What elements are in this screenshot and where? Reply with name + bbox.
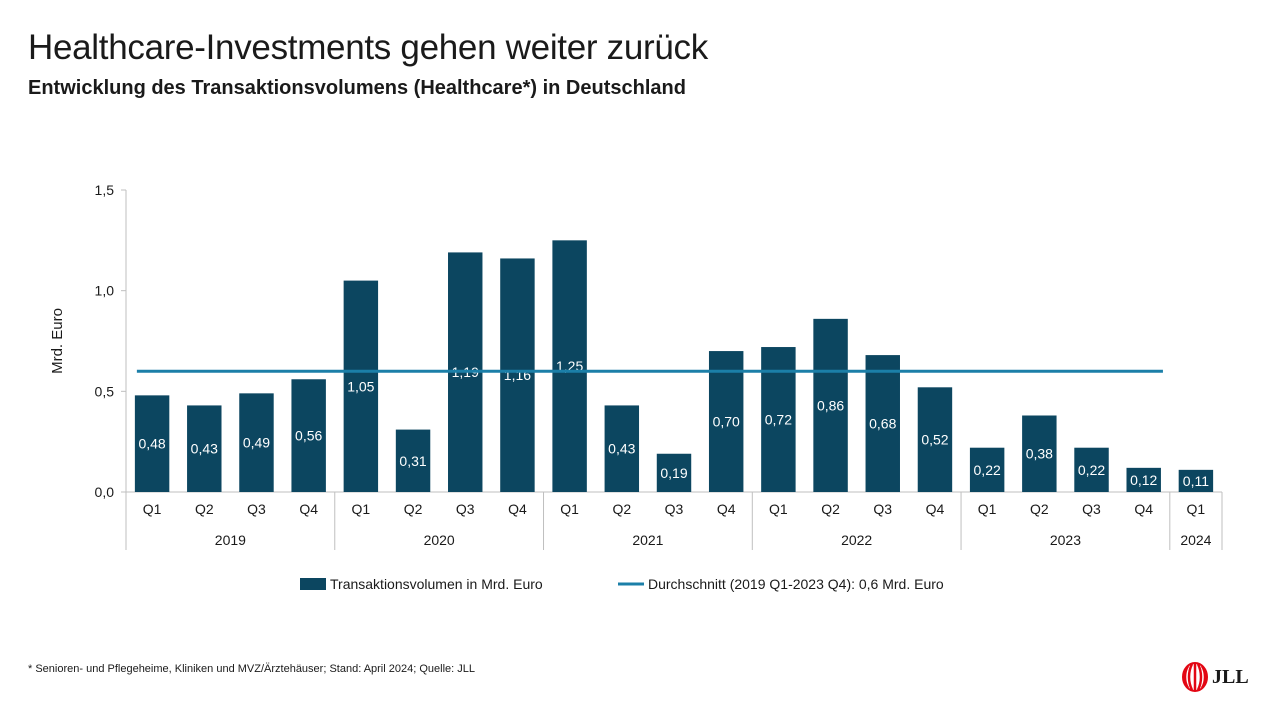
footnote: * Senioren- und Pflegeheime, Kliniken un… — [28, 663, 475, 675]
y-tick-label: 0,5 — [95, 383, 115, 399]
bar-value-label: 0,43 — [608, 441, 635, 457]
bar-value-label: 0,86 — [817, 397, 844, 413]
bar — [1178, 469, 1214, 492]
x-year-label: 2020 — [424, 532, 455, 548]
x-quarter-label: Q3 — [456, 501, 475, 517]
bar — [969, 447, 1005, 492]
x-quarter-label: Q3 — [1082, 501, 1101, 517]
x-quarter-label: Q4 — [508, 501, 527, 517]
bar — [291, 379, 326, 492]
x-quarter-label: Q3 — [247, 501, 266, 517]
x-year-label: 2023 — [1050, 532, 1081, 548]
bar — [1074, 447, 1109, 492]
bar-value-label: 1,16 — [504, 367, 531, 383]
x-year-label: 2021 — [632, 532, 663, 548]
bar — [239, 393, 274, 492]
x-year-label: 2024 — [1180, 532, 1211, 548]
bar-value-label: 0,70 — [713, 414, 740, 430]
y-tick-label: 1,5 — [95, 182, 115, 198]
x-quarter-label: Q3 — [665, 501, 684, 517]
x-year-label: 2019 — [215, 532, 246, 548]
bar — [656, 453, 692, 492]
page-title: Healthcare-Investments gehen weiter zurü… — [28, 28, 708, 67]
bar-value-label: 0,56 — [295, 428, 322, 444]
bar-value-label: 0,19 — [660, 465, 687, 481]
page-subtitle: Entwicklung des Transaktionsvolumens (He… — [28, 77, 686, 99]
bar-value-label: 0,49 — [243, 435, 270, 451]
bar — [917, 387, 953, 492]
x-quarter-label: Q4 — [926, 501, 945, 517]
bar — [343, 280, 379, 492]
bar-value-label: 0,48 — [138, 436, 165, 452]
bar — [1126, 467, 1161, 492]
legend-line-label: Durchschnitt (2019 Q1-2023 Q4): 0,6 Mrd.… — [648, 576, 944, 592]
x-quarter-label: Q2 — [195, 501, 214, 517]
bar-value-label: 0,68 — [869, 416, 896, 432]
x-quarter-label: Q4 — [1134, 501, 1153, 517]
x-quarter-label: Q2 — [612, 501, 631, 517]
x-quarter-label: Q1 — [560, 501, 579, 517]
x-quarter-label: Q1 — [352, 501, 371, 517]
jll-logo: JLL — [1182, 660, 1252, 694]
y-tick-label: 0,0 — [95, 484, 115, 500]
x-quarter-label: Q2 — [1030, 501, 1049, 517]
bar — [187, 405, 222, 492]
x-quarter-label: Q1 — [143, 501, 162, 517]
x-quarter-label: Q2 — [821, 501, 840, 517]
x-quarter-label: Q3 — [873, 501, 892, 517]
y-tick-label: 1,0 — [95, 283, 115, 299]
bar — [134, 395, 170, 492]
bar-value-label: 0,43 — [191, 441, 218, 457]
bar-value-label: 1,05 — [347, 378, 374, 394]
bar — [813, 318, 848, 492]
bar — [708, 351, 744, 492]
x-quarter-label: Q1 — [1187, 501, 1206, 517]
jll-logo-text: JLL — [1212, 665, 1249, 688]
bar — [500, 258, 535, 492]
bar-value-label: 0,38 — [1026, 446, 1053, 462]
bar-value-label: 0,22 — [1078, 462, 1105, 478]
x-quarter-label: Q4 — [717, 501, 736, 517]
bar — [395, 429, 431, 492]
bar — [552, 240, 587, 492]
x-quarter-label: Q1 — [978, 501, 997, 517]
bar-value-label: 0,52 — [921, 432, 948, 448]
bar — [604, 405, 640, 492]
legend-bar-swatch — [300, 578, 326, 590]
legend-bar-label: Transaktionsvolumen in Mrd. Euro — [330, 576, 543, 592]
bar — [865, 355, 900, 492]
bar — [1022, 415, 1057, 492]
bar-value-label: 0,22 — [974, 462, 1001, 478]
bar-value-label: 0,72 — [765, 412, 792, 428]
bar-value-label: 0,12 — [1130, 472, 1157, 488]
y-axis-label: Mrd. Euro — [49, 308, 66, 374]
x-quarter-label: Q1 — [769, 501, 788, 517]
bar-value-label: 0,11 — [1183, 473, 1209, 489]
jll-logo-icon — [1182, 662, 1208, 692]
x-year-label: 2022 — [841, 532, 872, 548]
bar-value-label: 0,31 — [399, 453, 426, 469]
x-quarter-label: Q4 — [299, 501, 318, 517]
x-quarter-label: Q2 — [404, 501, 423, 517]
